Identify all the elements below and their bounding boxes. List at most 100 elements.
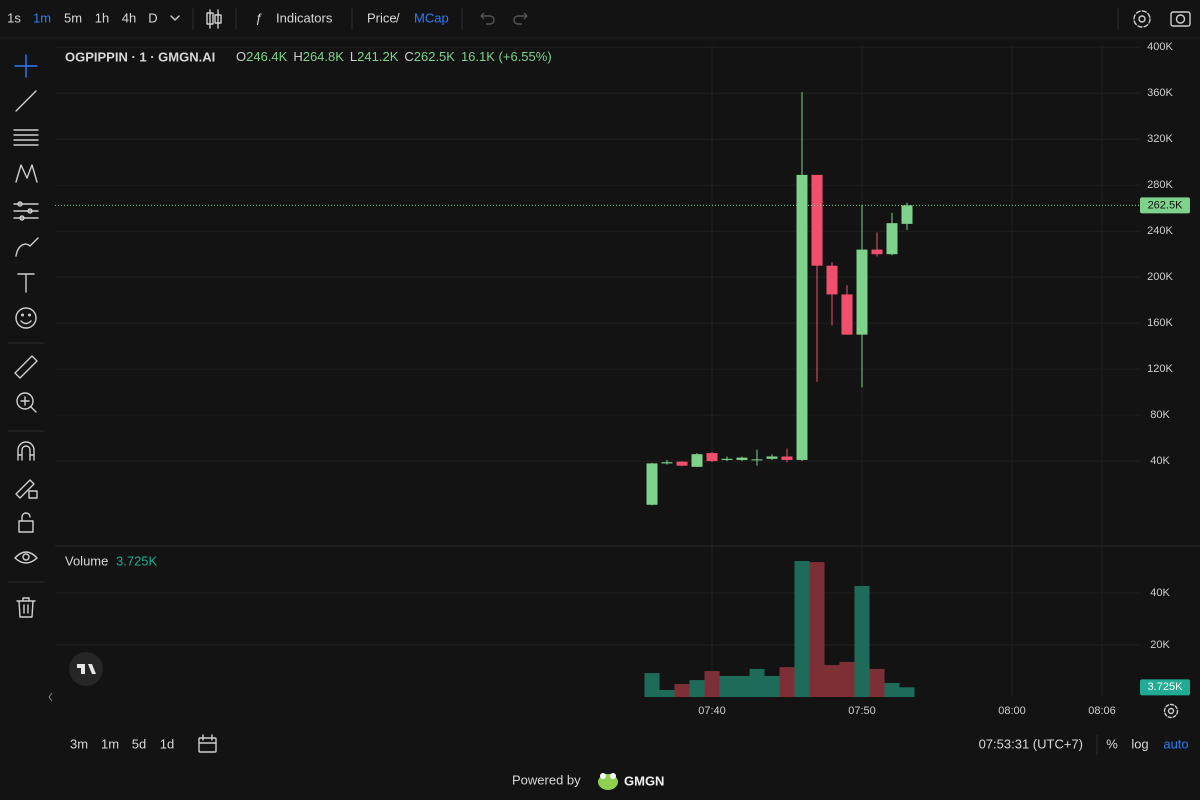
ohlc-value: 264.8K	[303, 49, 345, 64]
chart-area: 07:40 07:50 08:00 08:06 40K 80K 120K 160K 200K 24…	[55, 41, 1190, 717]
lock-tool[interactable]	[18, 512, 34, 533]
volume-tag	[1140, 679, 1190, 696]
mcap-toggle[interactable]: MCap	[414, 10, 449, 25]
candle-body	[826, 265, 838, 295]
y-tick-label: 400K	[1147, 41, 1173, 53]
delete-tool[interactable]	[16, 597, 36, 618]
y-tick-label: 360K	[1147, 87, 1173, 99]
y-tick-label: 200K	[1147, 271, 1173, 283]
drawing-toolbar	[7, 54, 45, 618]
trend-line-tool[interactable]	[15, 90, 37, 112]
range-button[interactable]: 5d	[132, 736, 146, 751]
x-tick-label: 07:40	[698, 705, 726, 717]
chart-type-button[interactable]	[206, 9, 222, 29]
crosshair-tool[interactable]	[14, 54, 38, 78]
candle-body	[736, 457, 748, 460]
settings-button[interactable]	[1133, 10, 1151, 28]
last-price-label: 262.5K	[1148, 199, 1184, 211]
ohlc-key: H	[293, 49, 302, 64]
tradingview-logo[interactable]	[69, 652, 103, 686]
clock: 07:53:31 (UTC+7)	[979, 736, 1083, 751]
tradingview-mark	[77, 664, 96, 674]
interval-button[interactable]: 1h	[95, 10, 109, 25]
volume-title: Volume	[65, 553, 108, 568]
range-button[interactable]: 1d	[160, 736, 174, 751]
ohlc-key: C	[404, 49, 413, 64]
y-tick-label: 280K	[1147, 179, 1173, 191]
x-tick-label: 07:50	[848, 705, 876, 717]
volume-bar	[674, 684, 690, 697]
x-tick-label: 08:00	[998, 705, 1026, 717]
prediction-tool[interactable]	[13, 201, 39, 221]
candle-body	[661, 462, 673, 464]
volume-bar	[839, 661, 855, 697]
visibility-tool[interactable]	[14, 551, 38, 564]
volume-bar	[689, 680, 705, 697]
interval-button[interactable]: 1m	[33, 10, 51, 25]
volume-value: 3.725K	[116, 553, 158, 568]
zoom-tool[interactable]	[16, 392, 37, 413]
candle-body	[781, 456, 793, 460]
interval-button[interactable]: D	[148, 10, 157, 25]
candle-body	[856, 249, 868, 335]
auto-toggle[interactable]: auto	[1163, 736, 1188, 751]
y-tick-label: 120K	[1147, 363, 1173, 375]
volume-bar	[854, 585, 870, 697]
indicators-icon: ƒ	[255, 10, 262, 25]
indicators-button[interactable]: Indicators	[276, 10, 333, 25]
collapse-toolbar[interactable]	[48, 692, 53, 702]
volume-bar	[809, 562, 825, 697]
brand: GMGN	[624, 773, 664, 788]
pattern-tool[interactable]	[15, 164, 38, 183]
candle-body	[691, 454, 703, 467]
date-range-button[interactable]	[198, 734, 217, 753]
interval-button[interactable]: 1s	[7, 10, 21, 25]
volume-bar	[779, 667, 795, 697]
candle-body	[901, 205, 913, 224]
range-button[interactable]: 3m	[70, 736, 88, 751]
snapshot-button[interactable]	[1170, 11, 1191, 27]
fib-tool[interactable]	[13, 129, 39, 146]
text-tool[interactable]	[17, 273, 35, 293]
y-tick-label: 240K	[1147, 225, 1173, 237]
y-tick-label: 80K	[1150, 409, 1170, 421]
log-toggle[interactable]: log	[1131, 736, 1148, 751]
ohlc-key: O	[236, 49, 246, 64]
candle-body	[871, 249, 883, 255]
top-toolbar: 1s 1m 5m 1h 4h D	[7, 10, 158, 25]
candle-body	[706, 453, 718, 462]
ohlc-value: 246.4K	[246, 49, 288, 64]
undo-button[interactable]	[480, 12, 495, 25]
y-tick-label: 40K	[1150, 587, 1170, 599]
volume-bar	[899, 687, 915, 697]
interval-button[interactable]: 4h	[122, 10, 136, 25]
gmgn-logo	[598, 773, 618, 790]
change: 16.1K (+6.55%)	[461, 49, 552, 64]
candle-body	[721, 458, 733, 460]
range-button[interactable]: 1m	[101, 736, 119, 751]
icon-tool[interactable]	[15, 307, 37, 329]
price-toggle[interactable]: Price	[367, 10, 397, 25]
axis-settings[interactable]	[1163, 703, 1179, 719]
candle-body	[811, 174, 823, 266]
y-tick-label: 20K	[1150, 639, 1170, 651]
volume-bar	[824, 665, 840, 697]
ohlc-legend: O246.4K H264.8K L241.2K C262.5K 16.1K (+6.55…	[236, 49, 552, 64]
percent-toggle[interactable]: %	[1106, 736, 1118, 751]
measure-tool[interactable]	[14, 355, 38, 379]
magnet-tool[interactable]	[17, 441, 35, 461]
candle-body	[646, 463, 658, 505]
lock-drawing-tool[interactable]	[15, 479, 38, 499]
last-price-tag	[1140, 197, 1190, 214]
volume-tag-label: 3.725K	[1148, 681, 1184, 693]
ohlc-key: L	[350, 49, 357, 64]
candle-body	[766, 456, 778, 459]
interval-button[interactable]: 5m	[64, 10, 82, 25]
x-tick-label: 08:06	[1088, 705, 1116, 717]
brush-tool[interactable]	[15, 237, 39, 257]
redo-button[interactable]	[513, 12, 528, 25]
volume-bar	[764, 675, 780, 697]
y-tick-label: 40K	[1150, 455, 1170, 467]
volume-bar	[704, 671, 720, 697]
interval-menu[interactable]	[170, 15, 180, 21]
